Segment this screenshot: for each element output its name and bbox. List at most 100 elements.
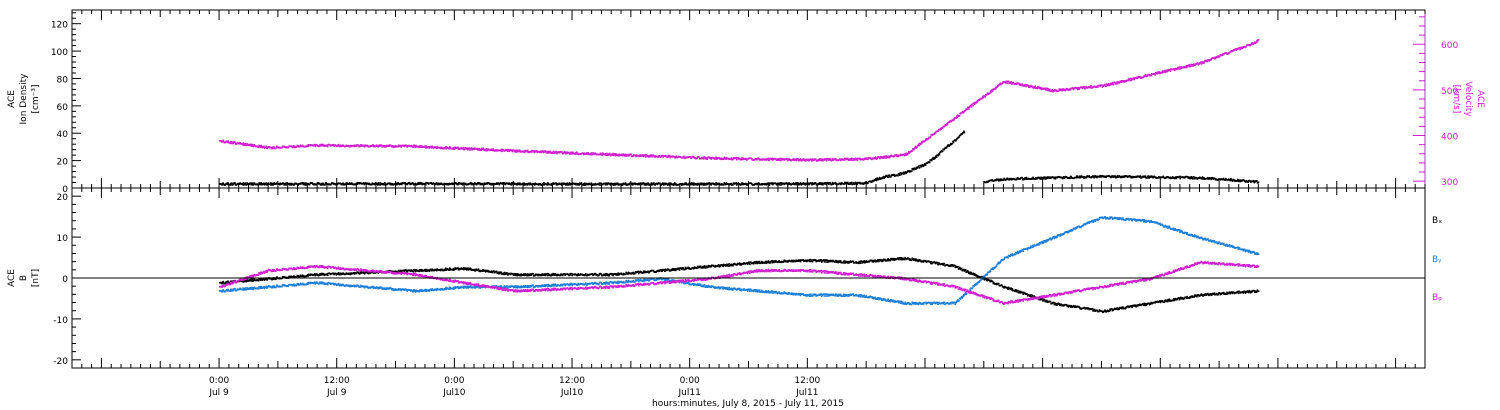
top-density-point: [1046, 176, 1049, 178]
top-density-point: [288, 184, 291, 186]
bottom-bx-point: [523, 273, 525, 275]
bottom-bx-point: [261, 279, 264, 281]
top-density-point: [961, 133, 964, 135]
bottom-bx-point: [498, 271, 501, 274]
top-velocity-point: [266, 147, 269, 150]
top-density-point: [915, 168, 917, 170]
top-velocity-point: [229, 142, 232, 145]
top-density-point: [776, 183, 778, 186]
top-density-point: [495, 183, 497, 186]
bottom-bx-point: [414, 270, 417, 273]
top-velocity-point: [600, 153, 603, 155]
top-velocity-point: [957, 114, 959, 116]
top-velocity-point: [241, 143, 244, 146]
top-velocity-point: [611, 154, 614, 156]
bottom-bx-point: [449, 267, 452, 270]
top-velocity-point: [854, 159, 856, 161]
top-velocity-point: [443, 146, 446, 149]
top-velocity-point: [783, 159, 785, 161]
top-velocity-point: [566, 151, 568, 153]
top-density-point: [244, 182, 247, 184]
top-velocity-point: [1190, 63, 1193, 66]
top-velocity-point: [226, 141, 229, 144]
top-velocity-point: [287, 146, 290, 148]
top-velocity-point: [996, 86, 998, 88]
bottom-bx-point: [241, 280, 244, 283]
top-density-point: [284, 183, 287, 186]
top-velocity-point: [546, 152, 549, 154]
top-velocity-point: [801, 159, 804, 161]
top-velocity-point: [1169, 70, 1172, 72]
top-density-point: [867, 182, 869, 184]
bottom-bx-point: [301, 274, 304, 276]
top-velocity-point: [1148, 73, 1150, 76]
top-velocity-point: [251, 145, 253, 147]
top-velocity-point: [1238, 46, 1241, 49]
top-density-point: [1144, 175, 1147, 178]
top-density-point: [373, 182, 375, 185]
top-density-point: [267, 182, 270, 184]
top-velocity-point: [599, 153, 601, 156]
top-density-point: [1140, 177, 1143, 179]
top-density-point: [999, 178, 1002, 180]
top-velocity-point: [393, 146, 396, 148]
bottom-bx-point: [709, 265, 711, 267]
top-velocity-point: [1221, 53, 1224, 55]
top-velocity-point: [893, 155, 895, 157]
top-density-point: [651, 184, 654, 186]
top-velocity-point: [825, 159, 828, 162]
top-velocity-point: [406, 146, 409, 148]
bottom-plot-area: [219, 215, 1260, 314]
top-velocity-point: [463, 148, 465, 151]
top-velocity-point: [428, 146, 430, 148]
bottom-bx-point: [323, 273, 325, 275]
top-velocity-point: [853, 158, 855, 160]
top-velocity-point: [883, 155, 885, 158]
top-density-point: [378, 183, 381, 186]
top-velocity-point: [568, 152, 570, 154]
top-density-point: [914, 167, 916, 169]
top-velocity-point: [605, 154, 607, 157]
top-density-point: [899, 172, 902, 174]
bottom-bx-point: [413, 268, 416, 271]
top-density-point: [778, 183, 781, 186]
top-density-point: [543, 182, 545, 184]
top-velocity-point: [1056, 89, 1058, 92]
top-density-point: [1038, 176, 1041, 179]
top-velocity-point: [916, 146, 918, 149]
top-velocity-point: [1192, 65, 1195, 67]
bottom-bx-point: [686, 267, 689, 269]
bottom-bx-point: [871, 259, 873, 262]
top-velocity-point: [1135, 76, 1138, 79]
top-density-point: [491, 183, 494, 186]
top-velocity-point: [771, 159, 774, 161]
top-velocity-point: [485, 148, 488, 150]
top-velocity-point: [1019, 84, 1022, 87]
bottom-bx-point: [299, 274, 302, 277]
bottom-bx-point: [394, 270, 397, 273]
top-velocity-point: [730, 157, 733, 160]
bottom-bx-point: [355, 272, 358, 275]
top-velocity-point: [1214, 56, 1216, 59]
top-density-point: [486, 183, 489, 185]
top-velocity-point: [1157, 71, 1160, 73]
bottom-bx-point: [748, 262, 751, 264]
top-density-point: [814, 182, 817, 184]
top-velocity-point: [462, 147, 465, 149]
bottom-bx-point: [542, 274, 544, 277]
top-velocity-point: [855, 158, 858, 161]
bottom-bx-point: [721, 264, 723, 266]
top-velocity-point: [1178, 67, 1180, 70]
bottom-bx-point: [315, 273, 318, 276]
top-density-point: [1201, 176, 1204, 178]
top-velocity-point: [1158, 72, 1160, 75]
bottom-bx-point: [877, 259, 880, 261]
top-velocity-point: [297, 144, 300, 147]
top-velocity-point: [776, 159, 778, 162]
top-velocity-point: [624, 153, 627, 156]
bottom-bx-point: [835, 261, 838, 264]
top-density-point: [522, 182, 525, 185]
top-velocity-point: [409, 144, 411, 147]
top-velocity-point: [1065, 87, 1068, 90]
top-velocity-point: [502, 148, 504, 151]
